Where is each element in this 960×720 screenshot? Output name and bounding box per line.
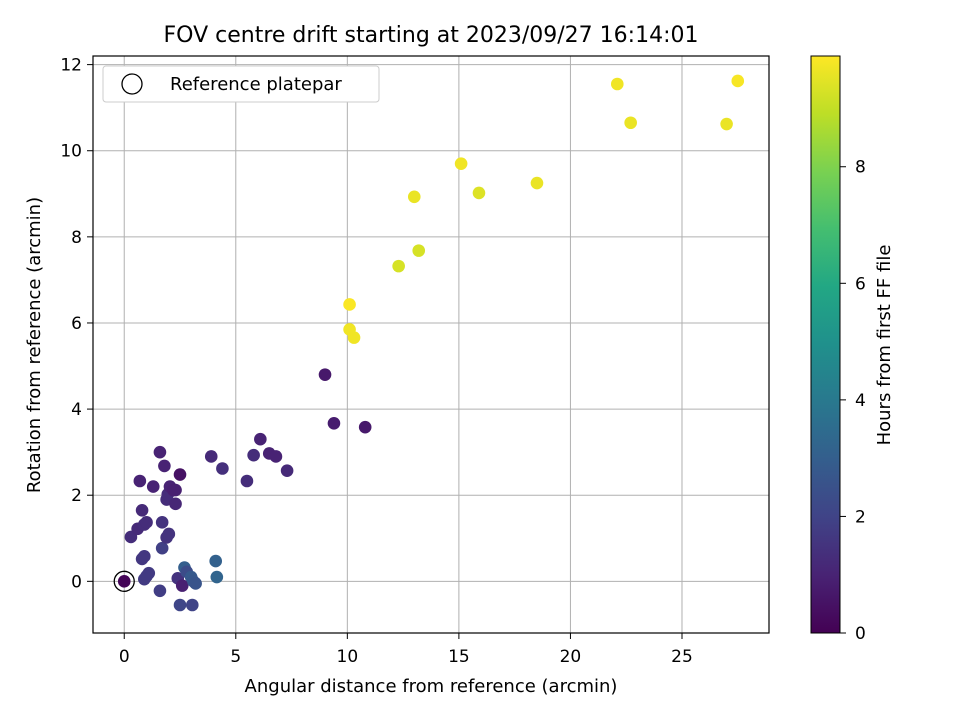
y-axis-label: Rotation from reference (arcmin) <box>24 197 45 493</box>
data-point <box>210 570 224 584</box>
y-tick-label: 10 <box>60 142 82 162</box>
y-axis-ticks: 0 2 4 6 8 10 12 <box>60 56 93 592</box>
data-point <box>158 459 171 473</box>
y-tick-label: 4 <box>71 400 82 420</box>
colorbar-tick-label: 2 <box>855 507 866 527</box>
data-points <box>117 74 745 612</box>
x-tick-label: 20 <box>560 647 582 667</box>
y-tick-label: 12 <box>60 56 82 76</box>
data-point <box>142 566 156 580</box>
data-point <box>189 577 202 590</box>
data-point <box>358 420 372 434</box>
data-point <box>254 432 267 446</box>
data-point <box>731 74 745 88</box>
data-point <box>173 598 187 612</box>
colorbar-tick-label: 4 <box>855 391 866 411</box>
x-tick-label: 25 <box>671 647 693 667</box>
grid <box>93 56 769 633</box>
data-point <box>169 483 182 497</box>
data-point <box>204 450 218 463</box>
data-point <box>624 116 637 130</box>
data-point <box>175 579 189 592</box>
y-tick-label: 6 <box>71 314 82 334</box>
data-point <box>133 474 147 488</box>
data-point <box>327 416 341 430</box>
x-tick-label: 5 <box>230 647 241 667</box>
data-point <box>155 541 169 555</box>
y-tick-label: 8 <box>71 228 82 248</box>
colorbar <box>810 55 841 634</box>
data-point <box>347 331 361 344</box>
data-point <box>343 298 356 311</box>
data-point <box>269 450 283 463</box>
data-point <box>153 445 167 459</box>
data-point <box>720 117 733 131</box>
data-point <box>173 468 187 481</box>
data-point <box>216 462 229 475</box>
data-point <box>407 190 421 204</box>
y-tick-label: 2 <box>71 486 82 506</box>
y-tick-label: 0 <box>71 572 82 592</box>
data-point <box>392 259 405 273</box>
reference-marker <box>113 570 135 592</box>
data-point <box>138 550 151 563</box>
data-point <box>318 368 332 381</box>
data-point <box>162 527 176 541</box>
legend: Reference platepar <box>102 65 380 103</box>
x-tick-label: 10 <box>337 647 359 667</box>
data-point <box>153 584 167 598</box>
legend-marker-icon <box>121 73 143 95</box>
data-point <box>530 176 544 190</box>
data-point <box>140 516 153 529</box>
colorbar-tick-label: 6 <box>855 274 866 294</box>
colorbar-tick-label: 8 <box>855 158 866 178</box>
legend-label: Reference platepar <box>170 74 342 95</box>
x-tick-label: 15 <box>448 647 470 667</box>
data-point <box>454 157 468 170</box>
data-point <box>610 77 624 91</box>
x-axis-label: Angular distance from reference (arcmin) <box>245 676 618 697</box>
plot-frame <box>92 55 770 634</box>
data-point <box>117 575 131 588</box>
data-point <box>247 448 260 462</box>
chart-title: FOV centre drift starting at 2023/09/27 … <box>164 23 699 48</box>
colorbar-ticks: 0 2 4 6 8 <box>840 158 866 644</box>
data-point <box>280 464 294 477</box>
data-point <box>209 554 223 568</box>
legend-box <box>102 65 380 103</box>
colorbar-label: Hours from first FF file <box>874 245 895 446</box>
data-point <box>135 503 149 517</box>
data-point <box>472 186 486 200</box>
data-point <box>169 497 182 511</box>
reference-platepar-marker <box>113 570 135 592</box>
data-point <box>146 480 160 493</box>
x-axis-ticks: 0 5 10 15 20 25 <box>119 633 693 667</box>
data-point <box>412 244 426 257</box>
data-point <box>155 516 169 529</box>
x-tick-label: 0 <box>119 647 130 667</box>
data-point <box>240 474 254 488</box>
colorbar-tick-label: 0 <box>855 624 866 644</box>
data-point <box>185 598 199 612</box>
